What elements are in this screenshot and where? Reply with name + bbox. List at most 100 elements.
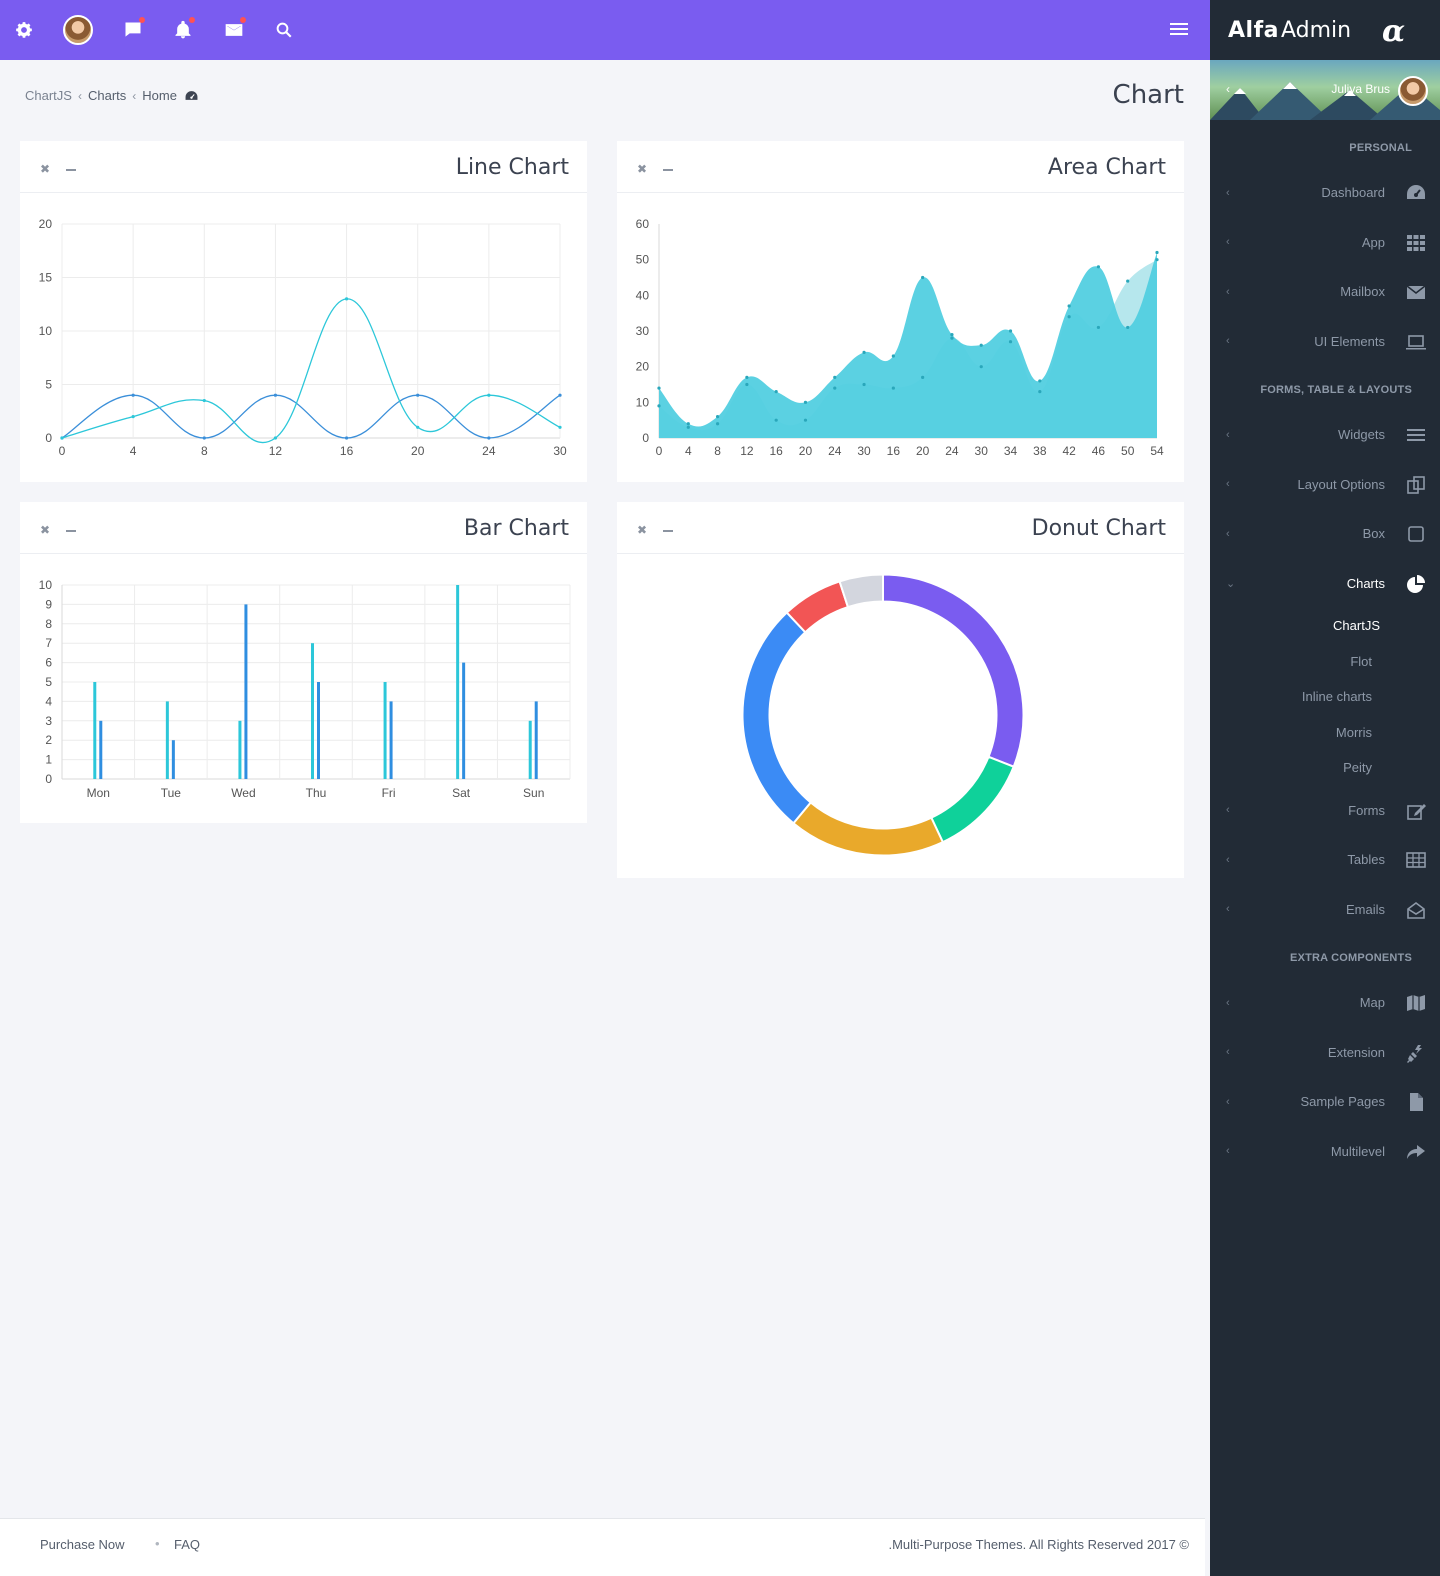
area-chart[interactable]: 0 10 20 30 40 50 60 0 4 8 12 16 20 24 30 16 20 24 30 34 38 42… [617, 194, 1184, 482]
data-point[interactable] [979, 343, 983, 347]
minimize-icon[interactable] [663, 169, 673, 171]
data-point[interactable] [745, 375, 749, 379]
sidebar-item-emails[interactable]: ‹ Emails [1210, 885, 1440, 935]
data-point[interactable] [862, 382, 866, 387]
data-point[interactable] [891, 354, 895, 358]
sidebar-item-sample-pages[interactable]: ‹ Sample Pages [1210, 1077, 1440, 1127]
data-point[interactable] [202, 398, 206, 403]
data-point[interactable] [202, 436, 206, 440]
donut-slice[interactable] [838, 573, 884, 609]
data-point[interactable] [273, 393, 278, 397]
submenu-item-morris[interactable]: Morris [1335, 724, 1372, 740]
data-point[interactable] [715, 422, 720, 426]
breadcrumb-item[interactable]: ChartJS [25, 88, 72, 103]
data-point[interactable] [833, 386, 837, 390]
data-point[interactable] [131, 393, 135, 397]
sidebar-item-map[interactable]: ‹ Map [1210, 978, 1440, 1028]
area-series-1[interactable] [659, 252, 1157, 438]
data-point[interactable] [657, 386, 661, 390]
data-point[interactable] [686, 425, 690, 429]
chat-icon[interactable] [119, 16, 147, 44]
breadcrumb-item[interactable]: Home [142, 88, 177, 103]
user-name[interactable]: Juliya Brus [1331, 82, 1390, 96]
donut-slice[interactable] [792, 801, 945, 857]
sidebar-item-box[interactable]: ‹ Box [1210, 509, 1440, 559]
breadcrumb-item[interactable]: Charts [87, 88, 127, 103]
submenu-item-flot[interactable]: Flot [1350, 653, 1372, 669]
data-point[interactable] [745, 382, 749, 387]
minimize-icon[interactable] [663, 530, 673, 532]
bar[interactable] [171, 740, 175, 779]
data-point[interactable] [60, 436, 64, 440]
data-point[interactable] [686, 422, 690, 426]
sidebar-item-extension[interactable]: ‹ Extension [1210, 1028, 1440, 1078]
data-point[interactable] [950, 332, 954, 337]
data-point[interactable] [774, 418, 778, 422]
data-point[interactable] [1008, 340, 1013, 344]
data-point[interactable] [921, 275, 925, 280]
data-point[interactable] [803, 400, 808, 404]
bar[interactable] [317, 682, 320, 779]
sidebar-item-ui-elements[interactable]: ‹ UI Elements [1210, 317, 1440, 367]
bar-chart[interactable]: 0 1 2 3 4 5 6 7 8 9 10 Mon Tue Wed Thu Fri Sat Sun [20, 555, 587, 823]
data-point[interactable] [979, 365, 983, 369]
data-point[interactable] [1126, 279, 1130, 283]
hamburger-icon[interactable] [1170, 20, 1188, 38]
sidebar-item-mailbox[interactable]: ‹ Mailbox [1210, 267, 1440, 317]
search-icon[interactable] [270, 16, 298, 44]
data-point[interactable] [1008, 329, 1013, 333]
donut-slice[interactable] [929, 755, 1015, 844]
data-point[interactable] [1067, 315, 1071, 319]
bar[interactable] [528, 720, 532, 779]
data-point[interactable] [862, 350, 866, 354]
data-point[interactable] [344, 436, 349, 440]
data-point[interactable] [416, 425, 420, 429]
bar[interactable] [534, 701, 538, 779]
data-point[interactable] [1096, 265, 1101, 269]
data-point[interactable] [558, 425, 562, 429]
minimize-icon[interactable] [66, 530, 76, 532]
chevron-left-icon[interactable]: ‹ [1226, 82, 1230, 96]
bar[interactable] [238, 720, 242, 779]
minimize-icon[interactable] [66, 169, 76, 171]
data-point[interactable] [921, 375, 925, 379]
data-point[interactable] [416, 393, 420, 397]
data-point[interactable] [558, 393, 562, 397]
sidebar-item-widgets[interactable]: ‹ Widgets [1210, 410, 1440, 460]
gear-icon[interactable] [10, 16, 38, 44]
sidebar-item-tables[interactable]: ‹ Tables [1210, 835, 1440, 885]
purchase-now-link[interactable]: Purchase Now [40, 1537, 125, 1552]
sidebar-item-forms[interactable]: ‹ Forms [1210, 786, 1440, 836]
data-point[interactable] [1038, 390, 1042, 394]
submenu-item-inline-charts[interactable]: Inline charts [1301, 689, 1372, 705]
brand[interactable]: Alfa Admin α [1210, 0, 1440, 60]
close-icon[interactable]: ✖ [637, 523, 648, 537]
data-point[interactable] [950, 336, 954, 340]
avatar[interactable] [63, 15, 93, 45]
sidebar-item-layout-options[interactable]: ‹ Layout Options [1210, 460, 1440, 510]
data-point[interactable] [344, 297, 349, 301]
submenu-item-peity[interactable]: Peity [1343, 760, 1372, 776]
close-icon[interactable]: ✖ [637, 162, 648, 176]
donut-slice[interactable] [882, 573, 1025, 769]
bar[interactable] [462, 662, 466, 779]
mail-icon[interactable] [220, 16, 248, 44]
data-point[interactable] [131, 415, 135, 419]
line-chart[interactable]: 0 5 10 15 20 0 4 8 12 16 20 24 30 [20, 194, 587, 482]
user-avatar[interactable] [1398, 76, 1428, 106]
bar[interactable] [389, 701, 393, 779]
data-point[interactable] [715, 415, 720, 419]
bell-icon[interactable] [169, 16, 197, 44]
sidebar-item-app[interactable]: ‹ App [1210, 218, 1440, 268]
bar[interactable] [311, 643, 314, 779]
data-point[interactable] [1155, 250, 1159, 255]
submenu-item-chartjs[interactable]: ChartJS [1333, 618, 1380, 634]
line-series-2[interactable] [61, 298, 561, 444]
bar[interactable] [244, 604, 248, 779]
bar[interactable] [456, 585, 460, 779]
close-icon[interactable]: ✖ [40, 162, 51, 176]
bar[interactable] [383, 682, 387, 779]
bar[interactable] [165, 701, 169, 779]
data-point[interactable] [1067, 304, 1071, 308]
donut-slice[interactable] [741, 611, 813, 825]
